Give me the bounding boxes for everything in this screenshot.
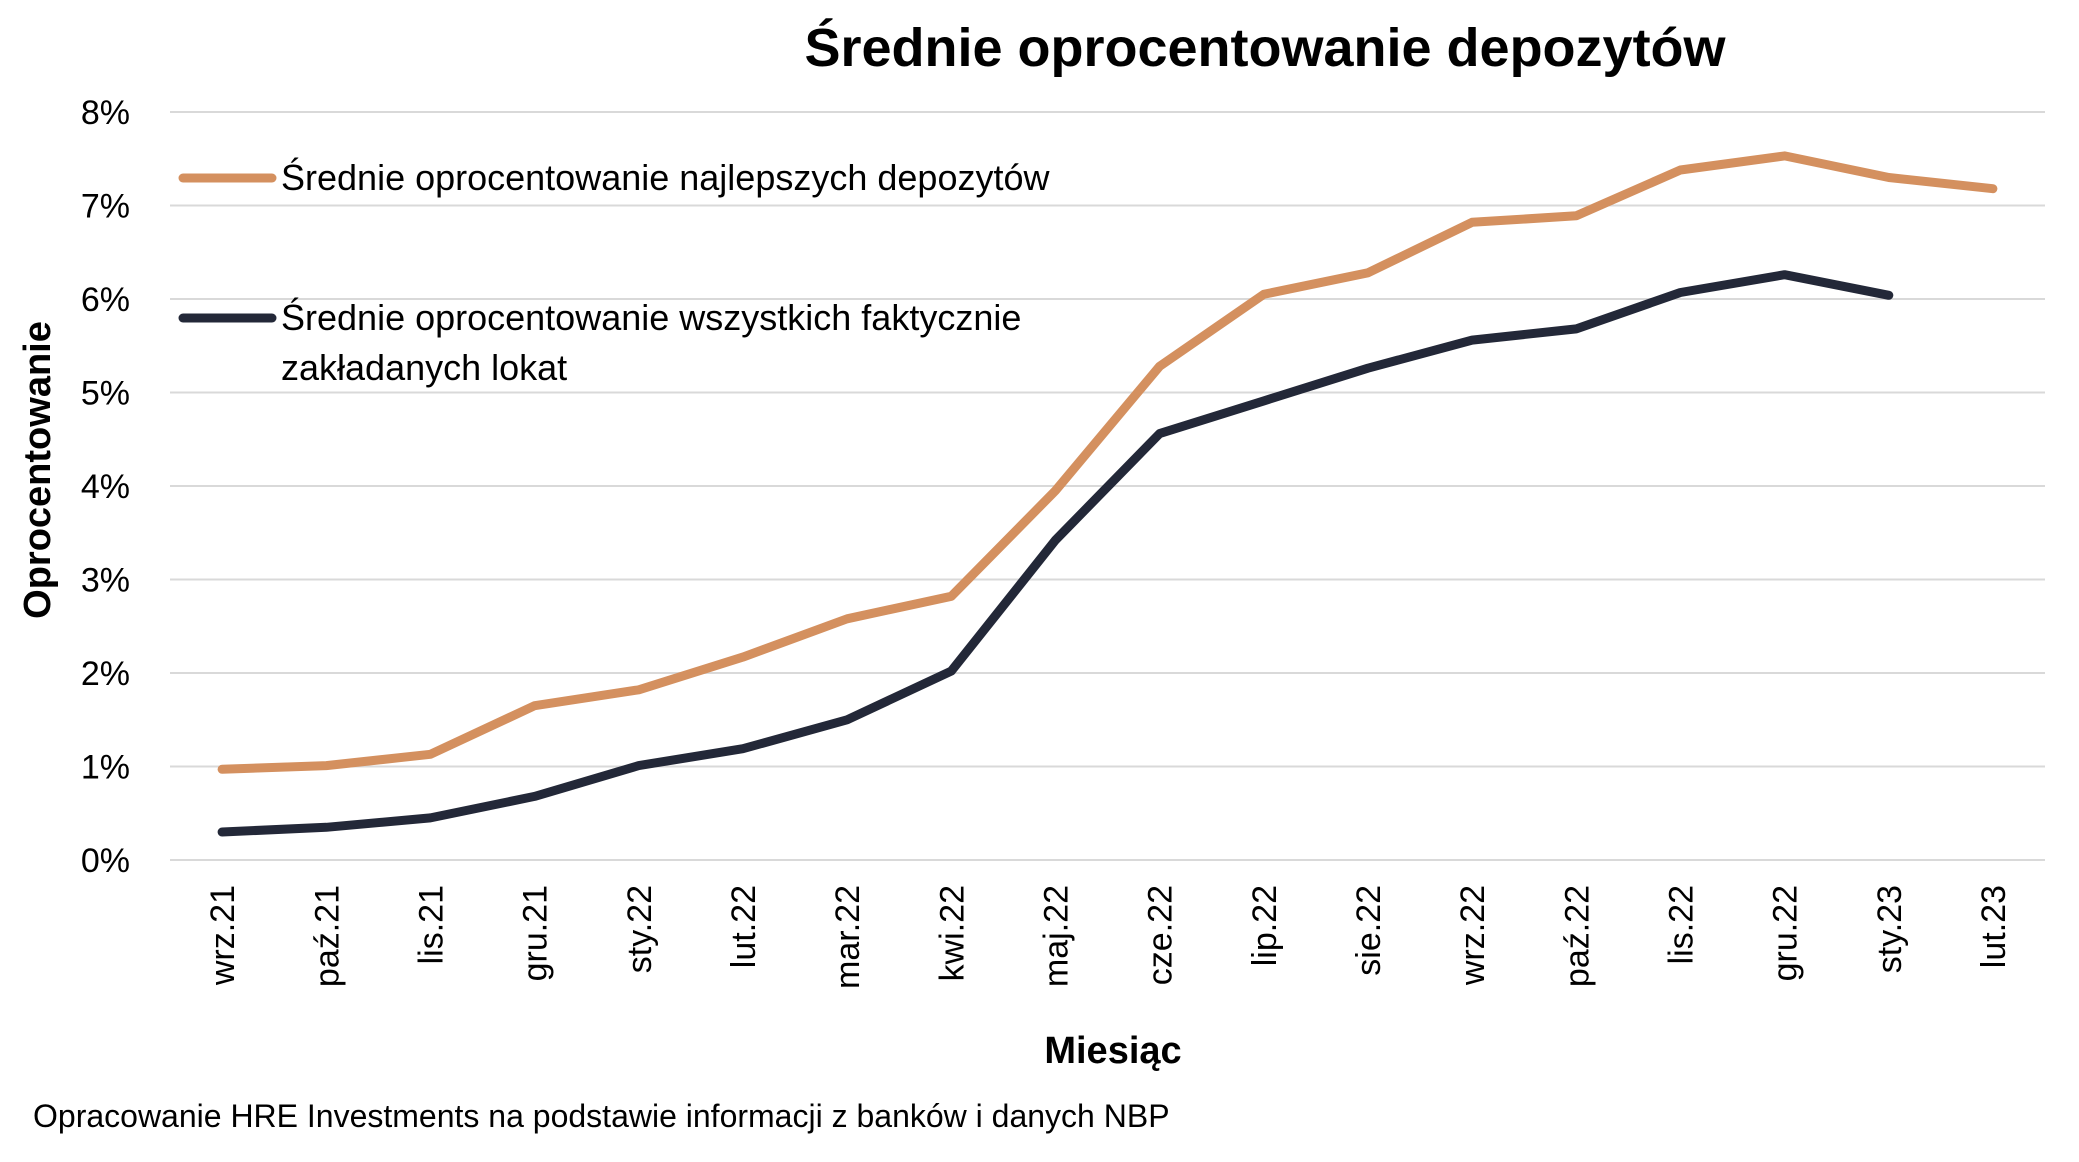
series-lines [217,151,1998,837]
series-line-1 [217,151,1998,774]
x-tick-label: gru.21 [517,885,555,981]
x-tick-label: lut.22 [725,885,763,968]
legend-label-1: Średnie oprocentowanie najlepszych depoz… [281,156,1050,198]
y-tick-label: 5% [81,375,130,413]
x-tick-label: sie.22 [1350,885,1388,976]
x-tick-label: maj.22 [1037,885,1075,987]
x-tick-label: mar.22 [829,885,867,989]
y-axis-title: Oprocentowanie [17,321,59,619]
x-axis-ticks: wrz.21 paź.21 lis.21 gru.21 sty.22 lut.22 mar.… [204,885,2013,989]
x-tick-label: wrz.22 [1454,885,1492,986]
x-tick-label: sty.23 [1871,885,1909,973]
y-tick-label: 0% [81,842,130,880]
legend-label-2: Średnie oprocentowanie wszystkich faktyc… [281,296,1021,338]
legend: Średnie oprocentowanie najlepszych depoz… [178,156,1050,388]
x-tick-label: gru.22 [1767,885,1805,981]
y-tick-label: 8% [81,94,130,132]
chart-title: Średnie oprocentowanie depozytów [804,18,1726,78]
x-tick-label: sty.22 [621,885,659,973]
y-tick-label: 4% [81,468,130,506]
x-tick-label: paź.21 [308,885,346,987]
source-note: Opracowanie HRE Investments na podstawie… [33,1098,1170,1134]
y-tick-label: 6% [81,281,130,319]
y-tick-label: 3% [81,562,130,600]
y-axis-ticks: 0% 1% 2% 3% 4% 5% 6% 7% 8% [81,94,130,880]
y-tick-label: 2% [81,655,130,693]
x-tick-label: cze.22 [1142,885,1180,985]
x-tick-label: kwi.22 [933,885,971,981]
x-tick-label: lis.22 [1662,885,1700,964]
x-tick-label: lut.23 [1975,885,2013,968]
y-tick-label: 7% [81,188,130,226]
legend-label-2: zakładanych lokat [281,347,567,388]
x-axis-title: Miesiąc [1044,1030,1181,1072]
x-tick-label: wrz.21 [204,885,242,986]
x-tick-label: paź.22 [1558,885,1596,987]
y-tick-label: 1% [81,749,130,787]
x-tick-label: lis.21 [412,885,450,964]
series-line-2 [217,270,1894,837]
x-tick-label: lip.22 [1246,885,1284,966]
